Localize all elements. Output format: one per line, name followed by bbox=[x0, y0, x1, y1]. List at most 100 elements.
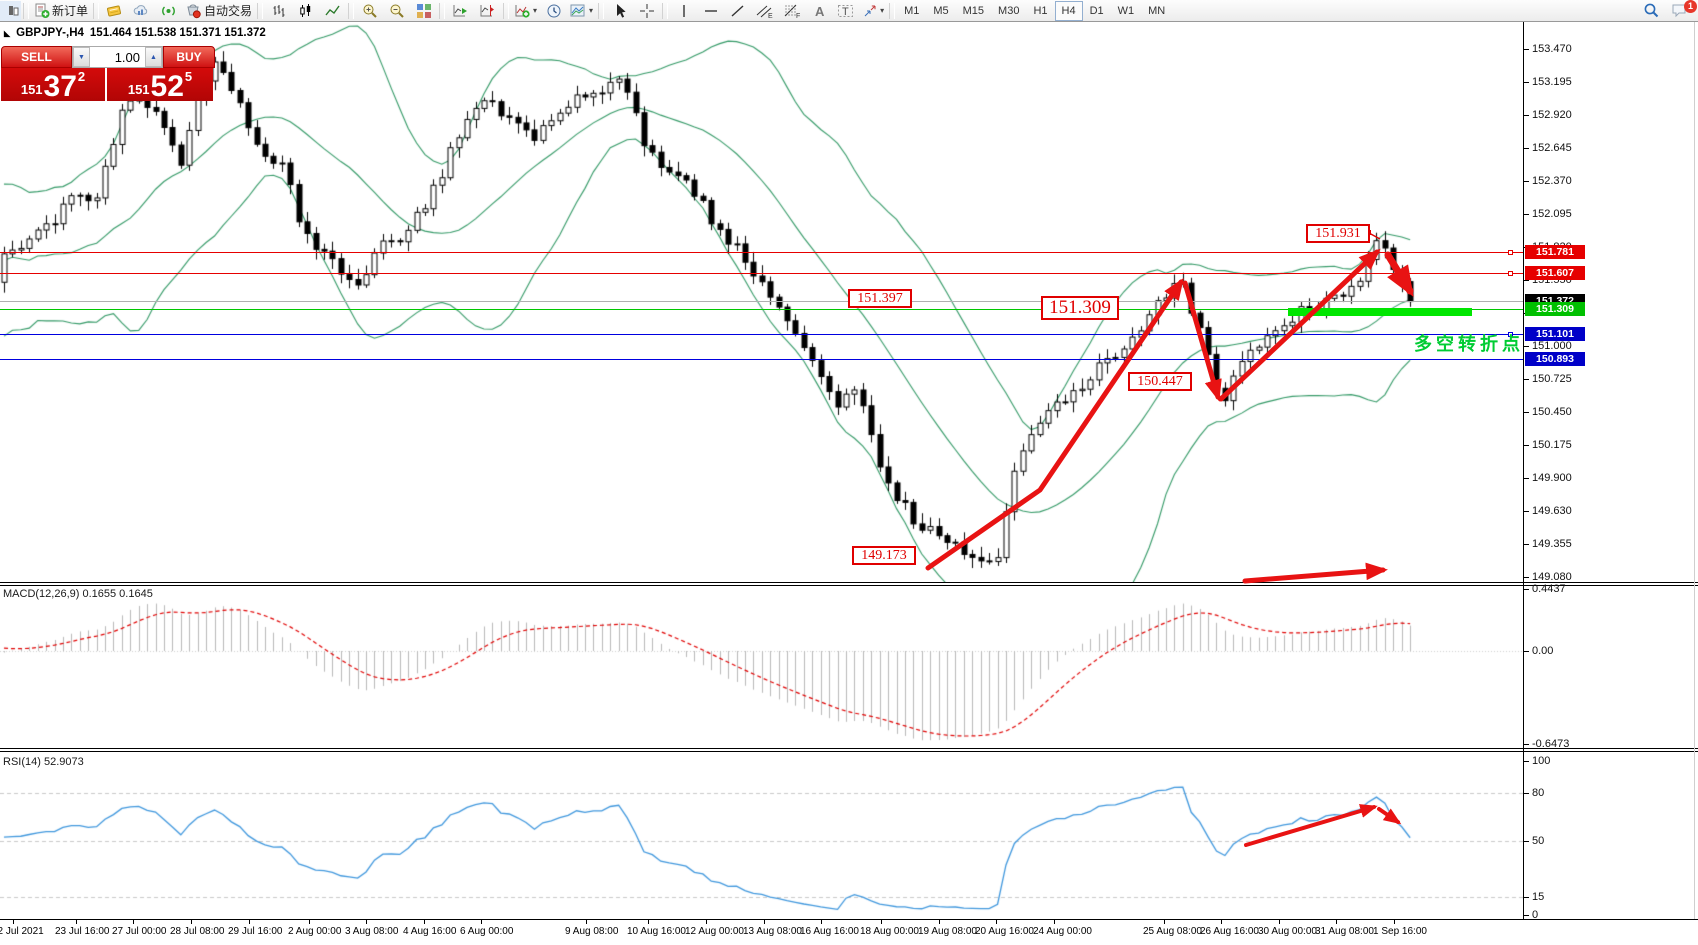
price-axis-tick-label[interactable]: 153.470 bbox=[1532, 43, 1572, 55]
timeframe-m15-button[interactable]: M15 bbox=[962, 4, 985, 17]
bar-chart-button[interactable] bbox=[265, 1, 292, 21]
time-axis-label[interactable]: 19 Aug 08:00 bbox=[918, 926, 977, 937]
rsi-axis-tick-label[interactable]: 100 bbox=[1532, 755, 1551, 767]
price-axis-tick-label[interactable]: 150.450 bbox=[1532, 406, 1572, 418]
templates-button[interactable]: ▾ bbox=[567, 1, 596, 21]
cursor-tool-button[interactable] bbox=[606, 1, 633, 21]
time-axis-label[interactable]: 13 Aug 08:00 bbox=[743, 926, 802, 937]
timeframe-h1-button[interactable]: H1 bbox=[1033, 4, 1048, 17]
arrows-tool-button[interactable]: ▾ bbox=[859, 1, 887, 21]
indicators-button[interactable]: ▾ bbox=[511, 1, 540, 21]
new-order-button[interactable]: 新订单 bbox=[31, 1, 91, 21]
price-level-line[interactable] bbox=[0, 301, 1523, 302]
time-axis-label[interactable]: 2 Aug 00:00 bbox=[288, 926, 342, 937]
volume-increase-button[interactable]: ▲ bbox=[145, 47, 162, 67]
pane-separator[interactable] bbox=[0, 748, 1698, 749]
price-level-line[interactable] bbox=[0, 273, 1523, 274]
chart-shift-button[interactable] bbox=[474, 1, 501, 21]
price-level-line[interactable] bbox=[0, 309, 1523, 310]
time-axis-label[interactable]: 10 Aug 16:00 bbox=[627, 926, 686, 937]
pane-separator[interactable] bbox=[0, 751, 1698, 752]
price-axis-tick-label[interactable]: 151.000 bbox=[1532, 340, 1572, 352]
price-axis-tick-label[interactable]: 150.725 bbox=[1532, 373, 1572, 385]
zoom-in-button[interactable] bbox=[356, 1, 383, 21]
time-axis-label[interactable]: 1 Sep 16:00 bbox=[1373, 926, 1427, 937]
history-center-button[interactable] bbox=[128, 1, 155, 21]
rsi-canvas[interactable] bbox=[0, 752, 1523, 919]
time-axis-label[interactable]: 4 Aug 16:00 bbox=[403, 926, 457, 937]
price-axis-tick-label[interactable]: 149.630 bbox=[1532, 505, 1572, 517]
horizontal-line-tool-button[interactable] bbox=[697, 1, 724, 21]
time-axis-label[interactable]: 23 Jul 16:00 bbox=[55, 926, 110, 937]
timeframe-mn-button[interactable]: MN bbox=[1148, 4, 1166, 17]
price-axis-tick-label[interactable]: 153.195 bbox=[1532, 76, 1572, 88]
price-tag-annotation[interactable]: 151.931 bbox=[1306, 224, 1370, 243]
window-icon[interactable] bbox=[0, 0, 21, 21]
signals-button[interactable] bbox=[155, 1, 182, 21]
price-tag-annotation[interactable]: 150.447 bbox=[1128, 372, 1192, 391]
price-axis-tick-label[interactable]: 152.370 bbox=[1532, 175, 1572, 187]
profile-button[interactable] bbox=[101, 1, 128, 21]
time-axis-label[interactable]: 28 Jul 08:00 bbox=[170, 926, 225, 937]
time-axis-label[interactable]: 24 Aug 00:00 bbox=[1033, 926, 1092, 937]
buy-button[interactable]: BUY bbox=[163, 46, 215, 68]
price-tag-annotation[interactable]: 151.397 bbox=[848, 289, 912, 308]
time-axis-label[interactable]: 12 Aug 00:00 bbox=[685, 926, 744, 937]
price-axis-tick-label[interactable]: 149.900 bbox=[1532, 472, 1572, 484]
price-axis-tick-label[interactable]: 152.095 bbox=[1532, 208, 1572, 220]
time-axis-label[interactable]: 29 Jul 16:00 bbox=[228, 926, 283, 937]
time-axis-label[interactable]: 26 Aug 16:00 bbox=[1200, 926, 1259, 937]
pane-separator[interactable] bbox=[0, 585, 1698, 586]
auto-scroll-button[interactable] bbox=[447, 1, 474, 21]
volume-input[interactable]: 1.00 bbox=[114, 49, 140, 65]
time-axis-label[interactable]: 18 Aug 00:00 bbox=[860, 926, 919, 937]
text-tool-button[interactable]: A bbox=[805, 1, 832, 21]
text-label-tool-button[interactable]: T bbox=[832, 1, 859, 21]
rsi-axis-tick-label[interactable]: 15 bbox=[1532, 891, 1545, 903]
crosshair-tool-button[interactable] bbox=[633, 1, 660, 21]
price-axis-tick-label[interactable]: 152.920 bbox=[1532, 109, 1572, 121]
zoom-out-button[interactable] bbox=[383, 1, 410, 21]
autotrading-button[interactable]: 自动交易 bbox=[182, 1, 255, 21]
fibonacci-tool-button[interactable]: F bbox=[778, 1, 805, 21]
line-endpoint-marker[interactable] bbox=[1508, 271, 1513, 276]
price-level-line[interactable] bbox=[0, 359, 1523, 360]
notification-badge[interactable]: 1 bbox=[1684, 0, 1697, 13]
time-axis-label[interactable]: 3 Aug 08:00 bbox=[345, 926, 399, 937]
time-axis-label[interactable]: 25 Aug 08:00 bbox=[1143, 926, 1202, 937]
time-axis-label[interactable]: 20 Aug 16:00 bbox=[975, 926, 1034, 937]
notifications-button[interactable]: 1 bbox=[1665, 0, 1697, 21]
price-level-line[interactable] bbox=[0, 252, 1523, 253]
sell-button[interactable]: SELL bbox=[1, 46, 72, 68]
turning-point-annotation[interactable]: 多空转折点 bbox=[1414, 334, 1524, 354]
line-endpoint-marker[interactable] bbox=[1508, 250, 1513, 255]
buy-price-display[interactable]: 151 52 5 bbox=[107, 68, 213, 101]
price-axis-tick-label[interactable]: 149.080 bbox=[1532, 571, 1572, 583]
macd-axis-tick-label[interactable]: 0.4437 bbox=[1532, 583, 1566, 595]
timeframe-h4-button[interactable]: H4 bbox=[1054, 0, 1083, 21]
time-axis-label[interactable]: 16 Aug 16:00 bbox=[800, 926, 859, 937]
macd-axis-tick-label[interactable]: -0.6473 bbox=[1532, 738, 1570, 750]
price-tag-annotation[interactable]: 151.309 bbox=[1041, 296, 1119, 320]
timeframe-d1-button[interactable]: D1 bbox=[1089, 4, 1104, 17]
price-level-line[interactable] bbox=[0, 334, 1523, 335]
price-axis-tick-label[interactable]: 152.645 bbox=[1532, 142, 1572, 154]
periods-button[interactable] bbox=[540, 1, 567, 21]
timeframe-m1-button[interactable]: M1 bbox=[904, 4, 920, 17]
equidistant-channel-tool-button[interactable]: E bbox=[751, 1, 778, 21]
price-axis-tick-label[interactable]: 150.175 bbox=[1532, 439, 1572, 451]
rsi-axis-tick-label[interactable]: 80 bbox=[1532, 787, 1545, 799]
macd-axis-tick-label[interactable]: 0.00 bbox=[1532, 645, 1554, 657]
timeframe-m30-button[interactable]: M30 bbox=[998, 4, 1020, 17]
timeframe-m5-button[interactable]: M5 bbox=[933, 4, 949, 17]
support-zone-bar[interactable] bbox=[1288, 308, 1472, 316]
sell-price-display[interactable]: 151 37 2 bbox=[1, 68, 105, 101]
tile-windows-button[interactable] bbox=[410, 1, 437, 21]
time-axis-label[interactable]: 31 Aug 08:00 bbox=[1315, 926, 1374, 937]
main-chart-canvas[interactable] bbox=[0, 22, 1523, 582]
volume-decrease-button[interactable]: ▼ bbox=[73, 47, 90, 67]
line-chart-button[interactable] bbox=[319, 1, 346, 21]
time-axis-label[interactable]: 9 Aug 08:00 bbox=[565, 926, 619, 937]
trendline-tool-button[interactable] bbox=[724, 1, 751, 21]
vertical-line-tool-button[interactable] bbox=[670, 1, 697, 21]
